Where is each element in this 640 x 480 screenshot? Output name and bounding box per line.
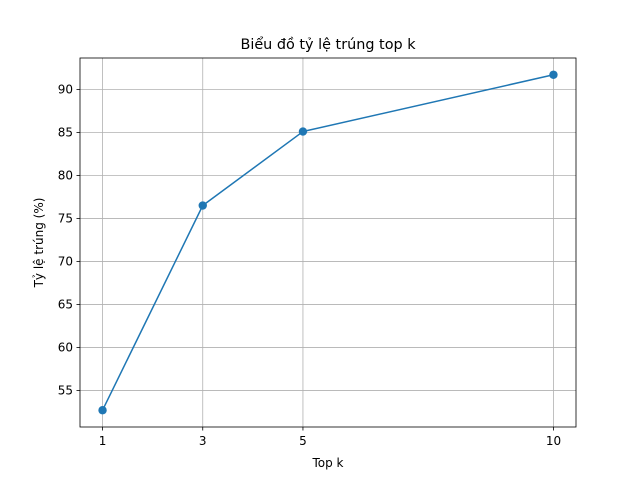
grid <box>80 58 576 427</box>
data-point-marker <box>298 127 308 136</box>
axis-ticks: 1 3 5 10 55 60 65 70 75 80 85 90 <box>58 83 561 448</box>
data-point-marker <box>549 70 558 79</box>
y-tick-label: 65 <box>58 298 73 312</box>
y-axis-label: Tỷ lệ trúng (%) <box>32 198 46 289</box>
x-tick-label: 1 <box>99 434 107 448</box>
x-axis-label: Top k <box>311 456 343 470</box>
y-tick-label: 70 <box>58 255 73 269</box>
chart-title: Biểu đồ tỷ lệ trúng top k <box>240 36 416 53</box>
y-tick-label: 75 <box>58 212 73 226</box>
x-tick-label: 3 <box>199 434 207 448</box>
x-tick-label: 5 <box>299 434 307 448</box>
y-tick-label: 60 <box>58 341 73 355</box>
data-point-marker <box>98 406 107 415</box>
data-point-marker <box>198 201 207 210</box>
x-tick-label: 10 <box>546 434 561 448</box>
y-tick-label: 80 <box>58 169 73 183</box>
plot-frame <box>79 57 577 428</box>
series <box>98 70 558 415</box>
y-tick-label: 85 <box>58 126 73 140</box>
y-tick-label: 90 <box>58 83 73 97</box>
series-line <box>101 74 554 411</box>
y-tick-label: 55 <box>58 384 73 398</box>
plot-area <box>80 58 576 427</box>
